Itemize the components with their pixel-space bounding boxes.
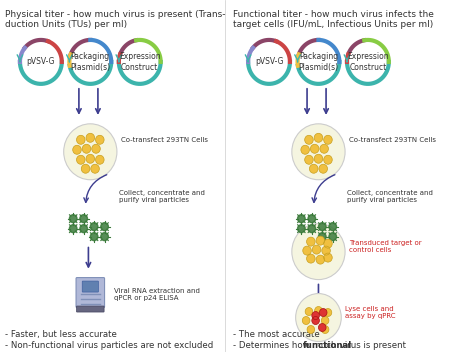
Circle shape [86,154,95,163]
Text: Expression
Construct: Expression Construct [347,52,389,72]
Text: virus is present: virus is present [337,341,406,351]
Circle shape [82,144,91,153]
Text: Collect, concentrate and
purify viral particles: Collect, concentrate and purify viral pa… [119,190,205,203]
Circle shape [91,233,98,241]
Text: - Faster, but less accurate: - Faster, but less accurate [5,329,117,339]
Circle shape [91,223,98,231]
Circle shape [305,307,313,316]
Circle shape [319,223,326,231]
Circle shape [321,325,329,334]
Circle shape [316,255,325,264]
Circle shape [298,225,305,233]
Text: Co-transfect 293TN Cells: Co-transfect 293TN Cells [121,137,208,143]
Text: - Non-functional virus particles are not excluded: - Non-functional virus particles are not… [5,341,213,351]
Circle shape [64,124,117,180]
Circle shape [312,312,319,319]
Circle shape [302,317,310,324]
Circle shape [329,223,337,231]
Circle shape [310,164,318,173]
Circle shape [307,237,315,246]
Circle shape [329,233,337,241]
Circle shape [292,224,345,280]
Text: Functional titer - how much virus infects the
target cells (IFU/mL, Infectious U: Functional titer - how much virus infect… [233,10,434,29]
Circle shape [315,306,322,315]
Text: Collect, concentrate and
purify viral particles: Collect, concentrate and purify viral pa… [347,190,433,203]
Text: pVSV-G: pVSV-G [27,58,55,66]
Circle shape [319,309,327,317]
Circle shape [81,164,90,173]
Text: Packaging
Plasmid(s): Packaging Plasmid(s) [70,52,110,72]
Circle shape [320,144,328,153]
Circle shape [80,225,88,233]
Circle shape [307,325,315,334]
Circle shape [307,254,315,263]
Circle shape [76,135,85,144]
Circle shape [301,145,310,154]
Circle shape [296,294,341,341]
Circle shape [319,233,326,241]
Circle shape [73,145,81,154]
Circle shape [96,155,104,164]
Circle shape [308,215,316,223]
Text: Expression
Construct: Expression Construct [119,52,161,72]
Circle shape [324,309,332,317]
Text: Packaging
Plasmid(s): Packaging Plasmid(s) [299,52,338,72]
Circle shape [324,155,332,164]
Circle shape [322,246,330,255]
Circle shape [324,135,332,144]
Circle shape [314,154,323,163]
Circle shape [312,245,321,254]
Circle shape [92,144,100,153]
FancyBboxPatch shape [76,306,104,312]
Circle shape [305,155,313,164]
FancyBboxPatch shape [82,281,99,292]
Circle shape [312,317,319,324]
Circle shape [101,223,109,231]
Text: - Determines how much: - Determines how much [233,341,339,351]
Circle shape [303,246,311,255]
Text: Physical titer - how much virus is present (Trans-
duction Units (TUs) per ml): Physical titer - how much virus is prese… [5,10,225,29]
Circle shape [314,133,323,142]
Circle shape [91,164,100,173]
Circle shape [292,124,345,180]
FancyBboxPatch shape [76,277,105,307]
Text: Lyse cells and
assay by qPRC: Lyse cells and assay by qPRC [345,306,396,319]
Circle shape [76,155,85,164]
Circle shape [80,215,88,223]
Text: Transduced target or
control cells: Transduced target or control cells [349,240,421,253]
Circle shape [324,239,332,248]
Circle shape [321,317,329,324]
Circle shape [319,323,326,331]
Circle shape [96,135,104,144]
Circle shape [324,253,332,262]
Text: functional: functional [303,341,352,351]
Circle shape [69,225,77,233]
Text: pVSV-G: pVSV-G [255,58,283,66]
Circle shape [69,215,77,223]
Text: Co-transfect 293TN Cells: Co-transfect 293TN Cells [349,137,436,143]
Text: Viral RNA extraction and
qPCR or p24 ELISA: Viral RNA extraction and qPCR or p24 ELI… [114,288,200,301]
Circle shape [316,236,325,245]
Circle shape [308,225,316,233]
Circle shape [310,144,319,153]
Circle shape [298,215,305,223]
Circle shape [86,133,95,142]
Circle shape [319,164,328,173]
Text: - The most accurate: - The most accurate [233,329,319,339]
Circle shape [101,233,109,241]
Circle shape [305,135,313,144]
